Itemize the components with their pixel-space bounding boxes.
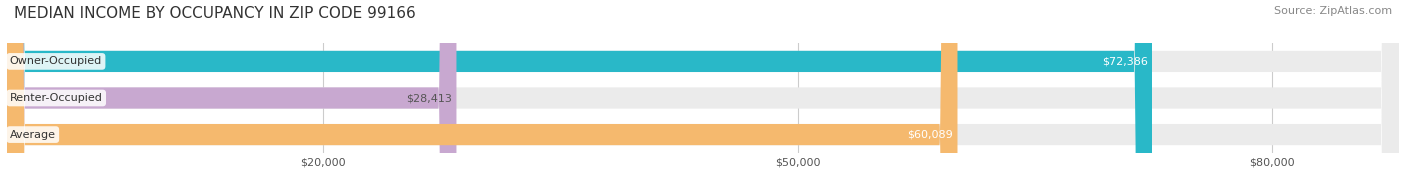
FancyBboxPatch shape bbox=[7, 0, 1152, 196]
FancyBboxPatch shape bbox=[7, 0, 1399, 196]
FancyBboxPatch shape bbox=[7, 0, 1399, 196]
Text: MEDIAN INCOME BY OCCUPANCY IN ZIP CODE 99166: MEDIAN INCOME BY OCCUPANCY IN ZIP CODE 9… bbox=[14, 6, 416, 21]
Text: $72,386: $72,386 bbox=[1102, 56, 1147, 66]
Text: Average: Average bbox=[10, 130, 56, 140]
Text: $60,089: $60,089 bbox=[907, 130, 953, 140]
FancyBboxPatch shape bbox=[7, 0, 1399, 196]
Text: Source: ZipAtlas.com: Source: ZipAtlas.com bbox=[1274, 6, 1392, 16]
Text: Owner-Occupied: Owner-Occupied bbox=[10, 56, 103, 66]
Text: Renter-Occupied: Renter-Occupied bbox=[10, 93, 103, 103]
FancyBboxPatch shape bbox=[7, 0, 957, 196]
FancyBboxPatch shape bbox=[7, 0, 457, 196]
Text: $28,413: $28,413 bbox=[406, 93, 453, 103]
